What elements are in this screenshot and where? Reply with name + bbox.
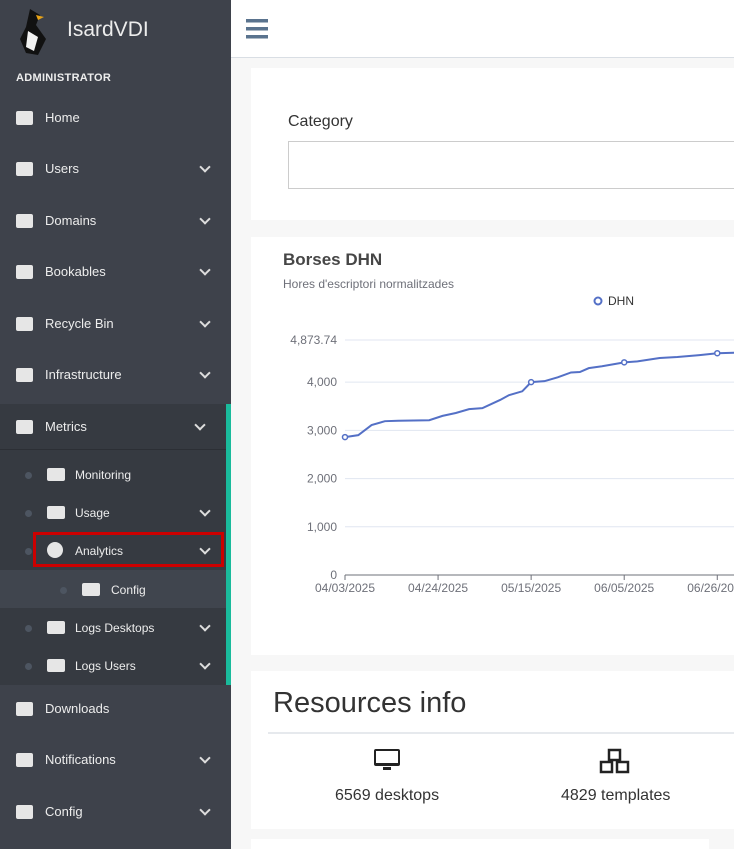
point: [343, 435, 348, 440]
x-tick-label: 06/26/2025: [687, 581, 734, 595]
nav-label: Logs Users: [75, 656, 136, 676]
desktop-icon: [373, 748, 401, 772]
nav-label: Users: [45, 159, 79, 179]
resource-count: 4829 templates: [561, 787, 670, 805]
next-panel: [251, 839, 709, 849]
x-tick-label: 05/15/2025: [501, 581, 561, 595]
filter-label: Category: [288, 113, 353, 131]
y-tick-label: 4,000: [307, 375, 337, 389]
legend-marker: [595, 298, 602, 305]
resource-count: 6569 desktops: [335, 787, 439, 805]
x-tick-label: 06/05/2025: [594, 581, 654, 595]
nav-label: Usage: [75, 503, 110, 523]
nav-label: Recycle Bin: [45, 314, 114, 334]
category-select[interactable]: [288, 141, 734, 189]
x-tick-label: 04/03/2025: [315, 581, 375, 595]
resources-panel: Resources info 6569 desktops 4829 templa…: [251, 671, 734, 829]
y-tick-label: 1,000: [307, 520, 337, 534]
top-bar: [231, 0, 734, 58]
point: [715, 351, 720, 356]
resources-title: Resources info: [273, 687, 466, 720]
divider: [0, 449, 226, 450]
nav-label: Logs Desktops: [75, 618, 154, 638]
point: [529, 380, 534, 385]
brand: IsardVDI: [67, 18, 149, 42]
y-tick-label: 4,873.74: [290, 333, 337, 347]
y-tick-label: 3,000: [307, 423, 337, 437]
y-tick-label: 2,000: [307, 472, 337, 486]
nav-label: Monitoring: [75, 465, 131, 485]
nav-label: Infrastructure: [45, 365, 122, 385]
nav-label: Downloads: [45, 699, 109, 719]
nav-label: Config: [45, 802, 83, 822]
chart-panel: Borses DHN Hores d'escriptori normalitza…: [251, 237, 734, 655]
divider: [268, 732, 734, 734]
y-tick-label: 0: [330, 568, 337, 582]
nav-label: Domains: [45, 211, 96, 231]
nav-label: Metrics: [45, 417, 87, 437]
nav-label: Home: [45, 108, 80, 128]
chart: Borses DHN Hores d'escriptori normalitza…: [251, 237, 734, 655]
templates-icon: [598, 748, 632, 776]
nav-label: Bookables: [45, 262, 106, 282]
line: [345, 353, 734, 437]
sidebar: IsardVDI ADMINISTRATOR Home Users Domain…: [0, 0, 231, 849]
nav-label: Analytics: [75, 541, 123, 561]
nav-label: Notifications: [45, 750, 116, 770]
chart-title: Borses DHN: [283, 250, 382, 269]
menu-toggle[interactable]: [246, 19, 268, 39]
filter-panel: Category: [251, 68, 734, 220]
point: [622, 360, 627, 365]
x-tick-label: 04/24/2025: [408, 581, 468, 595]
nav-label: Config: [111, 580, 146, 600]
chart-subtitle: Hores d'escriptori normalitzades: [283, 277, 454, 291]
role: ADMINISTRATOR: [16, 72, 111, 84]
legend-label: DHN: [608, 294, 634, 308]
logo: [16, 5, 54, 57]
